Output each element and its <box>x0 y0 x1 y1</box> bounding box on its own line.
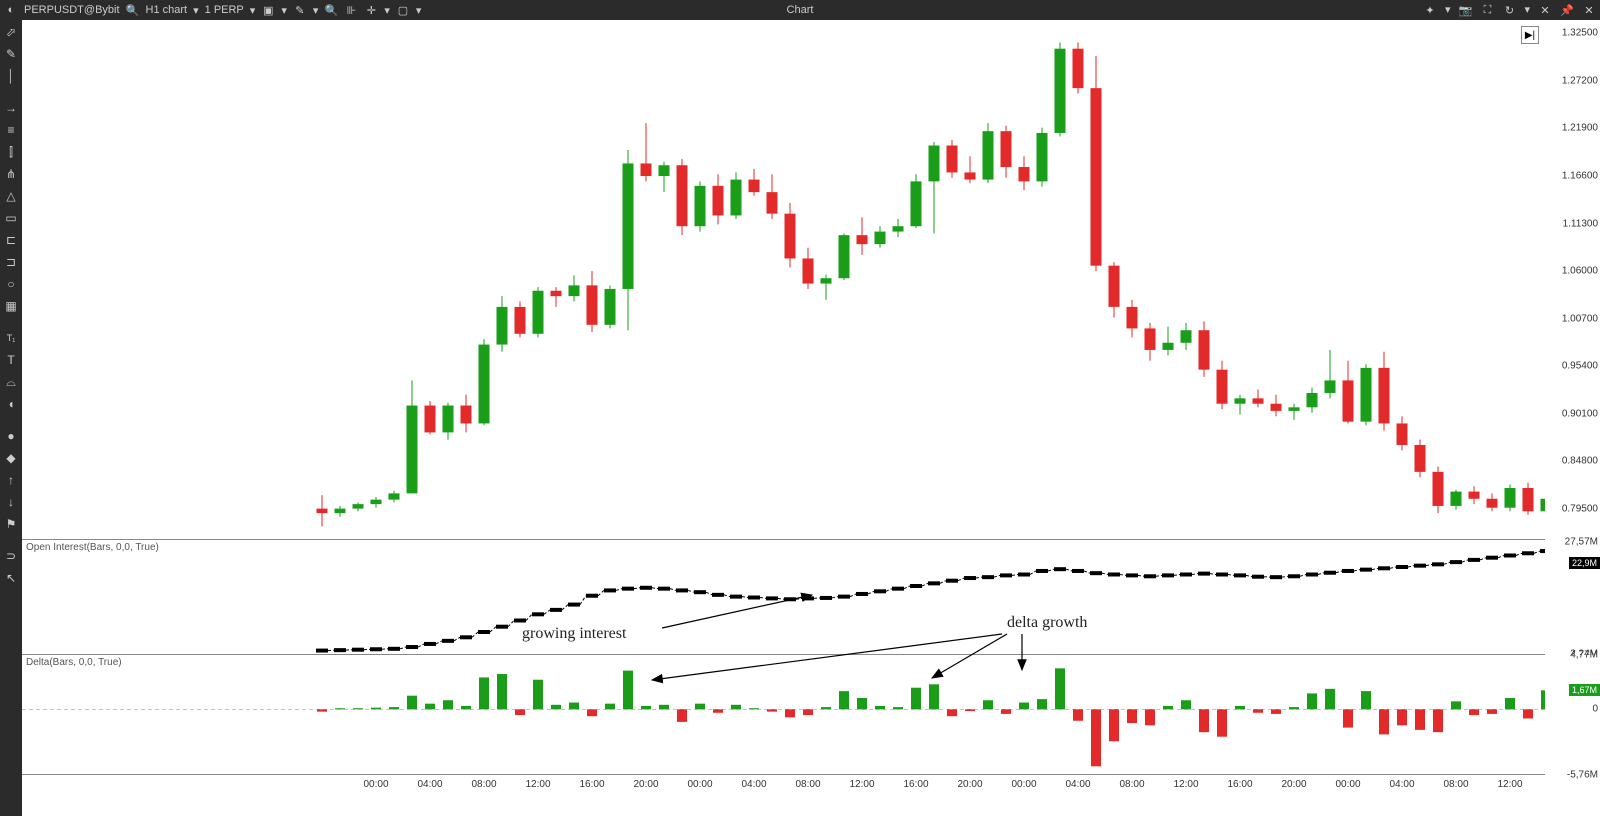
dropdown-icon[interactable]: ▾ <box>1524 3 1530 17</box>
chart-area[interactable]: ▶| Open Interest(Bars, 0,0, True) Delta(… <box>22 20 1600 816</box>
separator <box>3 538 19 542</box>
price-panel[interactable]: ▶| <box>22 20 1545 540</box>
drawing-toolbar: ⬀ ✎ │ → ≡ ⫿ ⋔ △ ▭ ⊏ ⊐ ○ ▦ T₁ T ⌓ ◖ ● ◆ ↑… <box>0 20 22 816</box>
crosshair-icon[interactable]: ✛ <box>364 3 378 17</box>
diamond-tool[interactable]: ◆ <box>3 450 19 466</box>
dropdown-icon[interactable]: ▾ <box>416 4 422 17</box>
window-icon[interactable]: ▢ <box>396 3 410 17</box>
dropdown-icon[interactable]: ▾ <box>313 4 319 17</box>
time-tick: 12:00 <box>1497 779 1522 790</box>
dropdown-icon[interactable]: ▾ <box>281 4 287 17</box>
time-tick: 08:00 <box>795 779 820 790</box>
pin-icon[interactable]: 📌 <box>1560 3 1574 17</box>
close-icon[interactable]: ✕ <box>1582 3 1596 17</box>
delta-growth-annotation: delta growth <box>1007 614 1087 632</box>
stars-icon[interactable]: ✦ <box>1423 3 1437 17</box>
flag-tool[interactable]: ⚑ <box>3 516 19 532</box>
ellipse-tool[interactable]: ● <box>3 428 19 444</box>
time-tick: 20:00 <box>1281 779 1306 790</box>
pencil-icon[interactable]: ✎ <box>293 3 307 17</box>
separator <box>3 320 19 324</box>
time-tick: 08:00 <box>1119 779 1144 790</box>
oi-y-axis[interactable]: 27,57M2,24M22,9M <box>1545 540 1600 655</box>
textlabel-tool[interactable]: T₁ <box>3 330 19 346</box>
growing-interest-annotation: growing interest <box>522 625 626 643</box>
time-tick: 12:00 <box>849 779 874 790</box>
price-y-axis[interactable]: 1.325001.272001.219001.166001.113001.060… <box>1545 20 1600 540</box>
separator <box>3 90 19 94</box>
hlines-tool[interactable]: ≡ <box>3 122 19 138</box>
oi-panel-label: Open Interest(Bars, 0,0, True) <box>26 542 159 553</box>
arrow-tool[interactable]: → <box>3 100 19 116</box>
time-tick: 20:00 <box>957 779 982 790</box>
uparrow-tool[interactable]: ↑ <box>3 472 19 488</box>
pitchfork-tool[interactable]: ⋔ <box>3 166 19 182</box>
layout-icon[interactable]: ▣ <box>261 3 275 17</box>
time-tick: 16:00 <box>903 779 928 790</box>
delta-y-axis[interactable]: 4,77M0-5,76M1,67M <box>1545 655 1600 775</box>
tag-tool[interactable]: ◖ <box>3 396 19 412</box>
delta-panel[interactable]: Delta(Bars, 0,0, True) <box>22 655 1545 775</box>
time-tick: 00:00 <box>1335 779 1360 790</box>
time-axis[interactable]: 00:00 04:00 08:00 12:00 16:00 20:00 00:00 04:00… <box>22 775 1545 800</box>
grid-tool[interactable]: ▦ <box>3 298 19 314</box>
window-title: Chart <box>787 4 814 16</box>
dropdown-icon[interactable]: ▾ <box>384 4 390 17</box>
expand-icon[interactable]: ⛶ <box>1480 3 1494 17</box>
time-tick: 16:00 <box>1227 779 1252 790</box>
refresh-icon[interactable]: ↻ <box>1502 3 1516 17</box>
timeframe-label[interactable]: H1 chart <box>146 4 188 16</box>
settings-icon[interactable]: ✕ <box>1538 3 1552 17</box>
rect-tool[interactable]: ▭ <box>3 210 19 226</box>
time-tick: 12:00 <box>525 779 550 790</box>
time-tick: 12:00 <box>1173 779 1198 790</box>
dropdown-icon[interactable]: ▾ <box>1445 3 1451 17</box>
camera-icon[interactable]: 📷 <box>1458 3 1472 17</box>
fib-tool[interactable]: ⫿ <box>3 144 19 160</box>
dropdown-icon[interactable]: ▾ <box>250 4 256 17</box>
magnet-tool[interactable]: ⊃ <box>3 548 19 564</box>
time-tick: 08:00 <box>471 779 496 790</box>
dropdown-icon[interactable]: ▾ <box>193 4 199 17</box>
time-tick: 04:00 <box>1065 779 1090 790</box>
circle-tool[interactable]: ○ <box>3 276 19 292</box>
zoom-icon[interactable]: 🔍 <box>324 3 338 17</box>
hbar-tool[interactable]: ⊏ <box>3 232 19 248</box>
open-interest-panel[interactable]: Open Interest(Bars, 0,0, True) <box>22 540 1545 655</box>
separator <box>3 418 19 422</box>
time-tick: 16:00 <box>579 779 604 790</box>
line-tool[interactable]: │ <box>3 68 19 84</box>
top-toolbar: ◐ PERPUSDT@Bybit 🔍 H1 chart ▾ 1 PERP ▾ ▣… <box>0 0 1600 20</box>
logo-icon: ◐ <box>4 3 18 17</box>
arc-tool[interactable]: ⌓ <box>3 374 19 390</box>
text-tool[interactable]: T <box>3 352 19 368</box>
time-tick: 00:00 <box>363 779 388 790</box>
time-tick: 20:00 <box>633 779 658 790</box>
pencil-tool[interactable]: ✎ <box>3 46 19 62</box>
cursor-tool[interactable]: ⬀ <box>3 24 19 40</box>
vbar-tool[interactable]: ⊐ <box>3 254 19 270</box>
time-tick: 04:00 <box>417 779 442 790</box>
time-tick: 04:00 <box>1389 779 1414 790</box>
time-tick: 00:00 <box>1011 779 1036 790</box>
downarrow-tool[interactable]: ↓ <box>3 494 19 510</box>
time-tick: 08:00 <box>1443 779 1468 790</box>
pointer-tool[interactable]: ↖ <box>3 570 19 586</box>
skip-forward-button[interactable]: ▶| <box>1521 26 1539 44</box>
qty-label[interactable]: 1 PERP <box>205 4 244 16</box>
time-tick: 00:00 <box>687 779 712 790</box>
symbol-label[interactable]: PERPUSDT@Bybit <box>24 4 120 16</box>
delta-panel-label: Delta(Bars, 0,0, True) <box>26 657 122 668</box>
time-tick: 04:00 <box>741 779 766 790</box>
triangle-tool[interactable]: △ <box>3 188 19 204</box>
search-icon[interactable]: 🔍 <box>126 3 140 17</box>
indicator-icon[interactable]: ⊪ <box>344 3 358 17</box>
